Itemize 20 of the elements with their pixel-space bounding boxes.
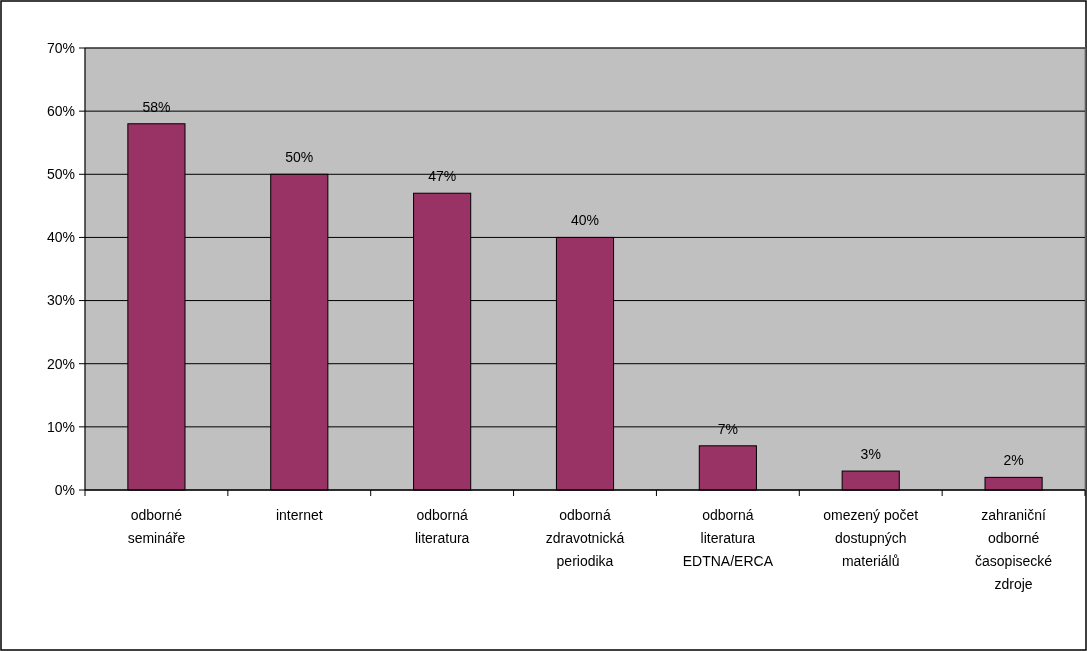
y-tick-label: 50% xyxy=(46,166,75,183)
x-tick-label: odborná literatura EDTNA/ERCA xyxy=(682,507,774,569)
data-label: 3% xyxy=(860,446,881,463)
x-tick-label: omezený počet dostupných materiálů xyxy=(823,507,919,569)
data-label: 58% xyxy=(142,98,171,115)
y-tick-label: 60% xyxy=(46,103,75,120)
data-label: 50% xyxy=(285,149,314,166)
x-tick-label: internet xyxy=(275,507,323,523)
y-tick-label: 10% xyxy=(46,418,75,435)
y-tick-label: 30% xyxy=(46,292,75,309)
data-label: 2% xyxy=(1003,452,1024,469)
y-tick-label: 20% xyxy=(46,355,75,372)
data-label: 40% xyxy=(570,212,600,229)
y-tick-label: 40% xyxy=(46,229,75,246)
x-tick-label: odborné semináře xyxy=(127,507,186,546)
x-tick-label: odborná zdravotnická periodika xyxy=(545,507,625,569)
x-tick-label: odborná literatura xyxy=(414,507,470,546)
y-tick-label: 0% xyxy=(54,481,75,498)
x-tick-label: zahraniční odborné časopisecké zdroje xyxy=(975,507,1053,592)
y-tick-label: 70% xyxy=(46,39,75,56)
